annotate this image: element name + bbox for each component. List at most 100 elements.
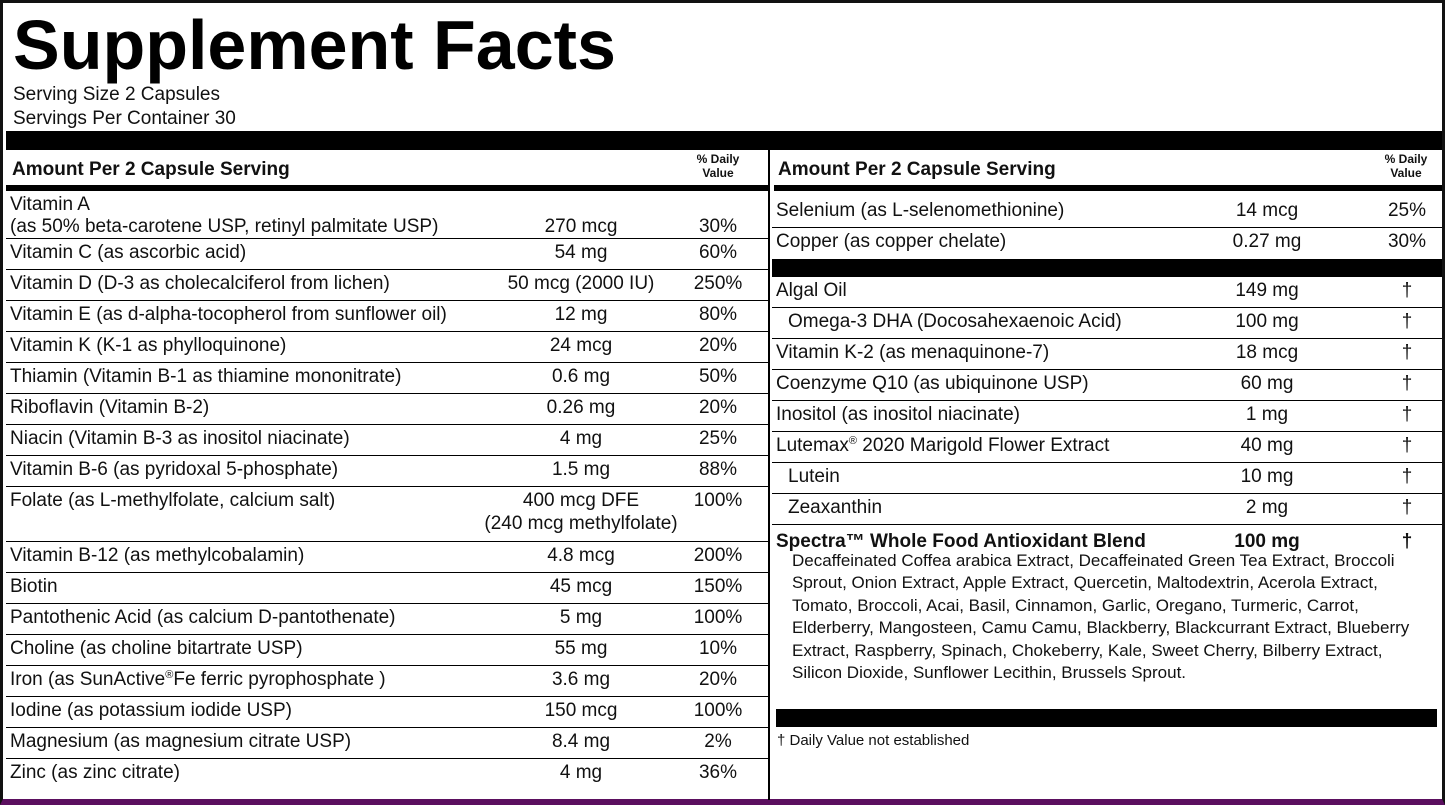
- nutrient-amount: 0.6 mg: [551, 366, 611, 387]
- nutrient-amount: 8.4 mg: [551, 731, 611, 752]
- nutrient-row: Pantothenic Acid (as calcium D-pantothen…: [6, 604, 768, 635]
- nutrient-row: Copper (as copper chelate) 0.27 mg 30%: [772, 228, 1442, 258]
- nutrient-daily-value: 20%: [698, 335, 738, 356]
- nutrient-name: Omega-3 DHA (Docosahexaenoic Acid): [788, 311, 1122, 332]
- nutrient-row: Vitamin K-2 (as menaquinone-7) 18 mcg †: [772, 339, 1442, 370]
- lutemax-name-part: 2020 Marigold Flower Extract: [856, 435, 1110, 456]
- mineral-group: Selenium (as L-selenomethionine) 14 mcg 25…: [772, 197, 1442, 258]
- nutrient-name: Vitamin K-2 (as menaquinone-7): [776, 342, 1050, 363]
- nutrient-amount-detail: (240 mcg methylfolate): [484, 513, 678, 534]
- nutrient-row: Zeaxanthin 2 mg †: [772, 494, 1442, 525]
- daily-value-label: % Daily Value: [689, 152, 747, 180]
- nutrient-name: Vitamin C (as ascorbic acid): [10, 242, 247, 263]
- nutrient-daily-value: †: [1401, 497, 1413, 518]
- nutrient-row: Inositol (as inositol niacinate) 1 mg †: [772, 401, 1442, 432]
- nutrient-daily-value: 20%: [698, 397, 738, 418]
- nutrient-amount: 54 mg: [554, 242, 608, 263]
- nutrient-row: Thiamin (Vitamin B-1 as thiamine mononit…: [6, 363, 768, 394]
- nutrient-name: Biotin: [10, 576, 58, 597]
- nutrient-daily-value: †: [1401, 404, 1413, 425]
- nutrient-name: Choline (as choline bitartrate USP): [10, 638, 303, 659]
- nutrient-name: Thiamin (Vitamin B-1 as thiamine mononit…: [10, 366, 402, 387]
- footnote: † Daily Value not established: [777, 732, 970, 749]
- daily-value-line2: Value: [1390, 166, 1422, 180]
- nutrient-name: Iron (as SunActive®Fe ferric pyrophospha…: [10, 669, 386, 691]
- servings-per-container: Servings Per Container 30: [13, 108, 236, 129]
- nutrient-row-folate: Folate (as L-methylfolate, calcium salt)…: [6, 487, 768, 542]
- nutrient-row: Zinc (as zinc citrate) 4 mg 36%: [6, 759, 768, 790]
- amount-per-serving-label: Amount Per 2 Capsule Serving: [778, 159, 1056, 180]
- nutrient-daily-value: †: [1401, 466, 1413, 487]
- nutrient-name: Copper (as copper chelate): [776, 231, 1007, 252]
- nutrient-amount: 2 mg: [1245, 497, 1289, 518]
- nutrient-row: Vitamin C (as ascorbic acid) 54 mg 60%: [6, 239, 768, 270]
- nutrient-name: Niacin (Vitamin B-3 as inositol niacinat…: [10, 428, 350, 449]
- nutrient-name: Inositol (as inositol niacinate): [776, 404, 1020, 425]
- nutrient-daily-value: 88%: [698, 459, 738, 480]
- nutrient-name: Zeaxanthin: [788, 497, 883, 518]
- nutrient-name: Magnesium (as magnesium citrate USP): [10, 731, 352, 752]
- nutrient-row: Choline (as choline bitartrate USP) 55 mg…: [6, 635, 768, 666]
- nutrient-row: Coenzyme Q10 (as ubiquinone USP) 60 mg †: [772, 370, 1442, 401]
- nutrient-group-1: Vitamin C (as ascorbic acid) 54 mg 60% Vit…: [6, 239, 768, 487]
- nutrient-amount: 5 mg: [559, 607, 603, 628]
- blend-amount: 100 mg: [1234, 531, 1300, 552]
- nutrient-row: Vitamin E (as d-alpha-tocopherol from su…: [6, 301, 768, 332]
- nutrient-name: Iodine (as potassium iodide USP): [10, 700, 292, 721]
- nutrient-amount: 12 mg: [554, 304, 608, 325]
- amount-per-serving-label: Amount Per 2 Capsule Serving: [12, 159, 290, 180]
- nutrient-daily-value: 10%: [698, 638, 738, 659]
- nutrient-amount: 150 mcg: [544, 700, 618, 721]
- nutrient-daily-value: †: [1401, 342, 1413, 363]
- iron-name-part: Fe ferric pyrophosphate ): [173, 669, 386, 690]
- nutrient-amount: 1.5 mg: [551, 459, 611, 480]
- blend-ingredients: Decaffeinated Coffea arabica Extract, De…: [792, 551, 1410, 683]
- nutrient-row: Biotin 45 mcg 150%: [6, 573, 768, 604]
- nutrient-amount: 149 mg: [1235, 280, 1299, 301]
- header-divider: [774, 185, 1442, 191]
- nutrient-amount: 60 mg: [1240, 373, 1294, 394]
- nutrient-amount: 0.27 mg: [1232, 231, 1302, 252]
- nutrient-row: Omega-3 DHA (Docosahexaenoic Acid) 100 mg…: [772, 308, 1442, 339]
- nutrient-amount: 1 mg: [1245, 404, 1289, 425]
- nutrient-daily-value: 100%: [693, 490, 743, 511]
- nutrient-name: Vitamin D (D-3 as cholecalciferol from l…: [10, 273, 390, 294]
- nutrient-row-lutemax: Lutemax® 2020 Marigold Flower Extract 40…: [772, 432, 1442, 463]
- nutrient-amount: 24 mcg: [549, 335, 613, 356]
- nutrient-daily-value: 20%: [698, 669, 738, 690]
- nutrient-amount: 100 mg: [1235, 311, 1299, 332]
- nutrient-group-3: Iodine (as potassium iodide USP) 150 mcg 1…: [6, 697, 768, 790]
- daily-value-label: % Daily Value: [1376, 152, 1436, 180]
- nutrient-row-vitamin-a: Vitamin A (as 50% beta-carotene USP, ret…: [6, 191, 768, 239]
- nutrient-daily-value: †: [1401, 435, 1413, 456]
- nutrient-daily-value: 2%: [704, 731, 732, 752]
- nutrient-name: Coenzyme Q10 (as ubiquinone USP): [776, 373, 1089, 394]
- nutrient-row: Vitamin B-12 (as methylcobalamin) 4.8 mcg…: [6, 542, 768, 573]
- nutrient-row: Vitamin B-6 (as pyridoxal 5-phosphate) 1.…: [6, 456, 768, 487]
- blend-name: Spectra™ Whole Food Antioxidant Blend: [776, 531, 1146, 552]
- nutrient-daily-value: 60%: [698, 242, 738, 263]
- nutrient-row: Magnesium (as magnesium citrate USP) 8.4 …: [6, 728, 768, 759]
- nutrient-name: Lutemax® 2020 Marigold Flower Extract: [776, 435, 1109, 457]
- iron-name-part: Iron (as SunActive: [10, 669, 166, 690]
- nutrient-daily-value: 200%: [693, 545, 743, 566]
- nutrient-row: Vitamin K (K-1 as phylloquinone) 24 mcg 20…: [6, 332, 768, 363]
- nutrient-daily-value: 50%: [698, 366, 738, 387]
- nutrient-name: Folate (as L-methylfolate, calcium salt): [10, 490, 336, 511]
- nutrient-amount: 14 mcg: [1235, 200, 1299, 221]
- nutrient-daily-value: 30%: [698, 216, 738, 237]
- lutemax-name-part: Lutemax: [776, 435, 849, 456]
- nutrient-daily-value: †: [1401, 280, 1413, 301]
- blend-daily-value: †: [1401, 531, 1413, 552]
- nutrient-daily-value: †: [1401, 373, 1413, 394]
- nutrient-row: Lutein 10 mg †: [772, 463, 1442, 494]
- nutrient-amount: 50 mcg (2000 IU): [507, 273, 655, 294]
- nutrient-daily-value: 25%: [1387, 200, 1427, 221]
- nutrient-name: Zinc (as zinc citrate): [10, 762, 180, 783]
- nutrient-amount: 4 mg: [559, 762, 603, 783]
- nutrient-name: Pantothenic Acid (as calcium D-pantothen…: [10, 607, 396, 628]
- nutrient-row: Selenium (as L-selenomethionine) 14 mcg 25…: [772, 197, 1442, 228]
- nutrient-daily-value: 100%: [693, 607, 743, 628]
- nutrient-amount: 55 mg: [554, 638, 608, 659]
